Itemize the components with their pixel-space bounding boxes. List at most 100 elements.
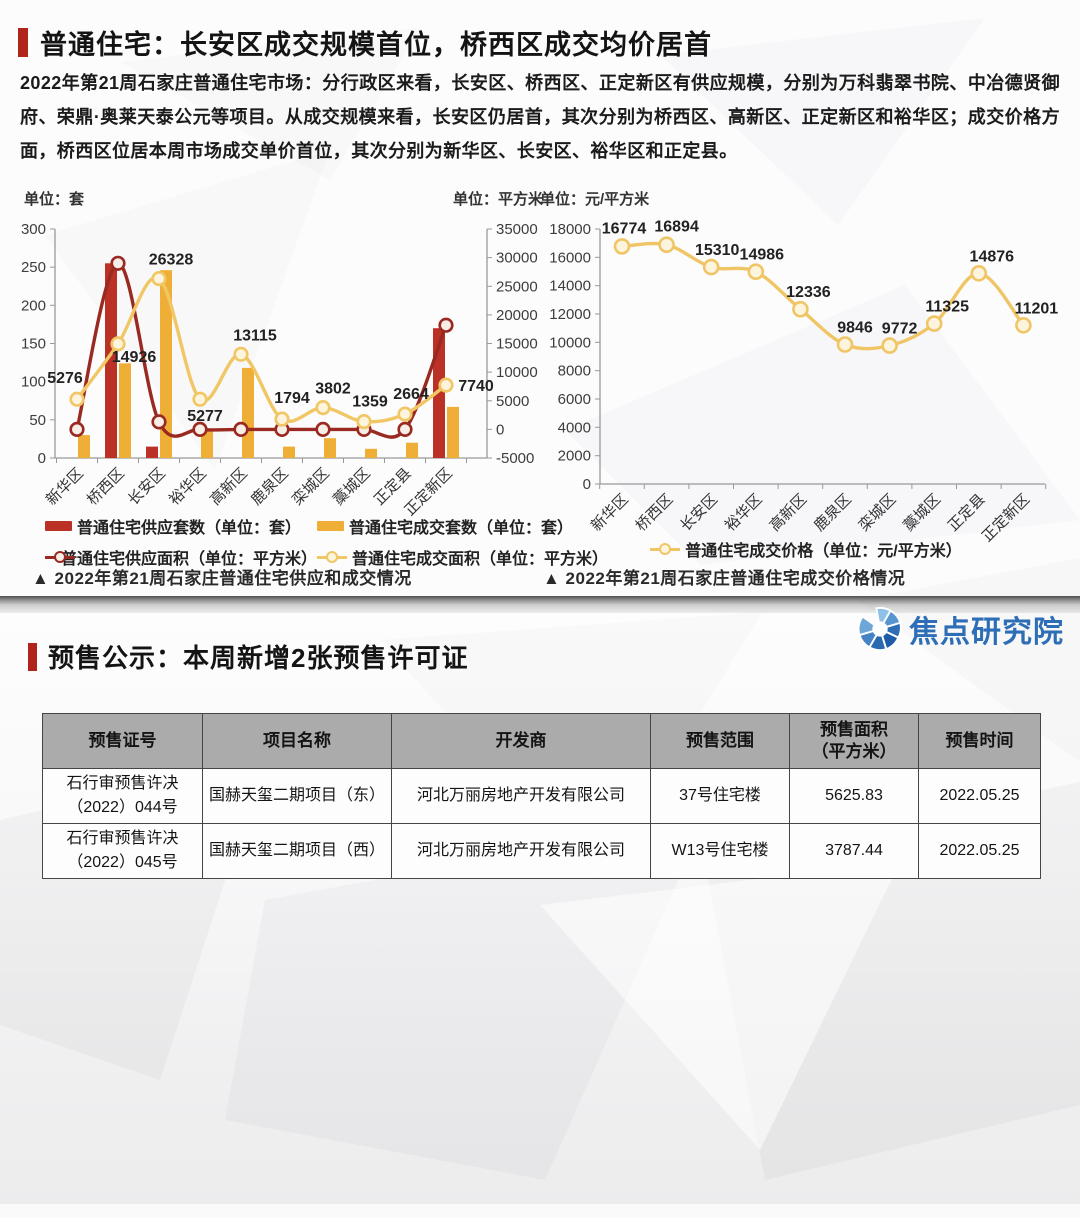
left-chart-unit-left: 单位：套	[24, 191, 85, 208]
section1-header: 普通住宅：长安区成交规模首位，桥西区成交均价居首	[18, 23, 712, 62]
table-cell: 国赫天玺二期项目（西）	[202, 823, 392, 879]
svg-text:100: 100	[21, 374, 46, 391]
red-accent-bar	[18, 28, 28, 57]
svg-text:14926: 14926	[112, 349, 157, 366]
svg-text:300: 300	[21, 221, 46, 238]
svg-text:栾城区: 栾城区	[289, 465, 333, 509]
focus-institute-logo: 焦点研究院	[857, 606, 1064, 652]
table-cell: 3787.44	[789, 823, 919, 879]
svg-text:14876: 14876	[970, 248, 1015, 265]
svg-text:高新区: 高新区	[207, 465, 251, 509]
svg-text:200: 200	[21, 297, 46, 314]
svg-text:7740: 7740	[458, 378, 494, 395]
red-accent-bar	[28, 642, 37, 671]
svg-text:裕华区: 裕华区	[722, 491, 766, 535]
legend-label: 普通住宅供应套数（单位：套）	[77, 520, 302, 537]
svg-text:0: 0	[38, 450, 46, 467]
svg-text:9772: 9772	[882, 321, 918, 338]
legend-item: 普通住宅成交面积（单位：平方米）	[317, 545, 608, 569]
svg-text:15310: 15310	[695, 242, 740, 259]
svg-text:250: 250	[21, 259, 46, 276]
legend-line-swatch	[45, 551, 75, 563]
section2-header: 预售公示：本周新增2张预售许可证	[28, 638, 468, 675]
legend-label: 普通住宅成交价格（单位：元/平方米）	[685, 543, 962, 560]
svg-text:150: 150	[21, 336, 46, 353]
svg-text:新华区: 新华区	[43, 465, 87, 509]
svg-text:25000: 25000	[496, 278, 538, 295]
table-cell: 2022.05.25	[918, 823, 1041, 879]
svg-text:裕华区: 裕华区	[166, 465, 210, 509]
svg-text:栾城区: 栾城区	[856, 491, 900, 535]
svg-text:26328: 26328	[149, 252, 194, 269]
section-ordinary-housing-card	[0, 0, 1080, 596]
table-cell: 石行审预售许决 （2022）045号	[42, 823, 203, 879]
table-header-cell: 项目名称	[202, 713, 392, 769]
svg-text:14000: 14000	[549, 278, 591, 295]
svg-text:9846: 9846	[837, 320, 873, 337]
table-cell: W13号住宅楼	[650, 823, 790, 879]
section-presale-card	[0, 613, 1080, 1218]
svg-text:11325: 11325	[925, 299, 969, 316]
svg-text:2000: 2000	[558, 448, 591, 465]
svg-text:14986: 14986	[740, 247, 785, 264]
svg-text:35000: 35000	[496, 221, 538, 238]
svg-text:30000: 30000	[496, 250, 538, 267]
svg-text:长安区: 长安区	[677, 491, 721, 535]
legend-line-swatch	[317, 551, 347, 563]
table-row: 石行审预售许决 （2022）045号 国赫天玺二期项目（西） 河北万丽房地产开发有限…	[42, 823, 1041, 879]
svg-text:藁城区: 藁城区	[900, 491, 944, 535]
svg-text:16774: 16774	[602, 220, 647, 237]
table-header-cell: 开发商	[391, 713, 651, 769]
table-header-cell: 预售时间	[918, 713, 1041, 769]
right-chart-unit: 单位：元/平方米	[540, 191, 650, 208]
price-chart: 0 2000 4000 6000 8000 10000 12000 14000 16000 180…	[549, 219, 1058, 546]
legend-bar-swatch	[45, 521, 72, 531]
svg-text:12336: 12336	[786, 284, 831, 301]
section-divider	[0, 596, 1080, 613]
svg-text:桥西区: 桥西区	[633, 491, 677, 535]
presale-table: 预售证号 项目名称 开发商 预售范围 预售面积 （平方米） 预售时间 石行审预售许决 （20…	[42, 713, 1041, 879]
table-header-cell: 预售面积 （平方米）	[789, 713, 919, 769]
logo-text: 焦点研究院	[909, 616, 1064, 649]
svg-text:6000: 6000	[558, 391, 591, 408]
pie-logo-icon	[857, 606, 902, 652]
table-cell: 河北万丽房地产开发有限公司	[391, 823, 651, 879]
legend-bar-swatch	[317, 521, 344, 531]
table-cell: 5625.83	[789, 768, 919, 824]
svg-text:10000: 10000	[549, 334, 591, 351]
svg-text:4000: 4000	[558, 419, 591, 436]
svg-text:鹿泉区: 鹿泉区	[248, 465, 292, 509]
svg-text:13115: 13115	[233, 327, 277, 344]
svg-text:0: 0	[496, 421, 504, 438]
svg-text:50: 50	[29, 412, 46, 429]
legend-item: 普通住宅供应面积（单位：平方米）	[45, 545, 317, 569]
legend-item: 普通住宅成交套数（单位：套）	[317, 514, 608, 538]
svg-text:5276: 5276	[47, 370, 83, 387]
table-header-row: 预售证号 项目名称 开发商 预售范围 预售面积 （平方米） 预售时间	[42, 713, 1041, 769]
svg-text:-5000: -5000	[496, 450, 534, 467]
table-cell: 石行审预售许决 （2022）044号	[42, 768, 203, 824]
table-cell: 河北万丽房地产开发有限公司	[391, 768, 651, 824]
left-chart-unit-right: 单位：平方米	[453, 191, 544, 208]
svg-text:长安区: 长安区	[125, 465, 169, 509]
svg-text:2664: 2664	[393, 386, 429, 403]
legend-label: 普通住宅供应面积（单位：平方米）	[60, 551, 317, 568]
svg-text:鹿泉区: 鹿泉区	[811, 491, 855, 535]
price-caption: ▲ 2022年第21周石家庄普通住宅成交价格情况	[543, 569, 906, 588]
svg-text:藁城区: 藁城区	[330, 465, 374, 509]
svg-text:10000: 10000	[496, 364, 538, 381]
section2-title: 预售公示：本周新增2张预售许可证	[48, 643, 469, 673]
supply-deal-chart: 0 50 100 150 200 250 300 -5000 0 5000 10000 15000 20…	[21, 221, 538, 519]
svg-text:20000: 20000	[496, 307, 538, 324]
svg-text:1794: 1794	[274, 390, 310, 407]
svg-text:桥西区: 桥西区	[84, 465, 128, 509]
supply-deal-legend: 普通住宅供应套数（单位：套） 普通住宅成交套数（单位：套） 普通住宅供应面积（单位：…	[45, 514, 608, 569]
section1-title: 普通住宅：长安区成交规模首位，桥西区成交均价居首	[40, 30, 712, 60]
svg-text:0: 0	[583, 476, 591, 493]
legend-label: 普通住宅成交面积（单位：平方米）	[352, 551, 609, 568]
svg-text:18000: 18000	[549, 221, 591, 238]
legend-label: 普通住宅成交套数（单位：套）	[349, 520, 574, 537]
bottom-strip	[0, 1204, 1080, 1218]
table-cell: 37号住宅楼	[650, 768, 790, 824]
legend-item: 普通住宅供应套数（单位：套）	[45, 514, 317, 538]
